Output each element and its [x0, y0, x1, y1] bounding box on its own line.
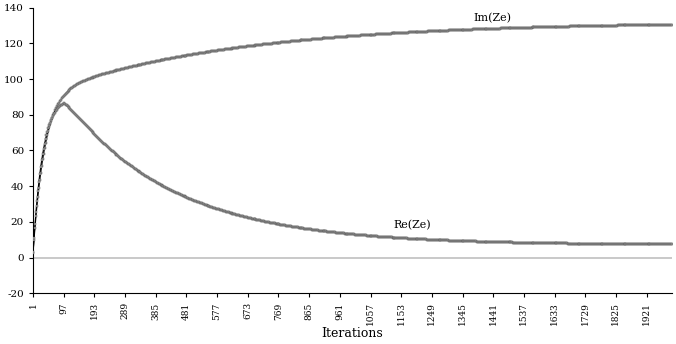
Text: Im(Ze): Im(Ze)	[474, 13, 512, 23]
Text: Re(Ze): Re(Ze)	[394, 220, 431, 230]
X-axis label: Iterations: Iterations	[322, 327, 383, 340]
